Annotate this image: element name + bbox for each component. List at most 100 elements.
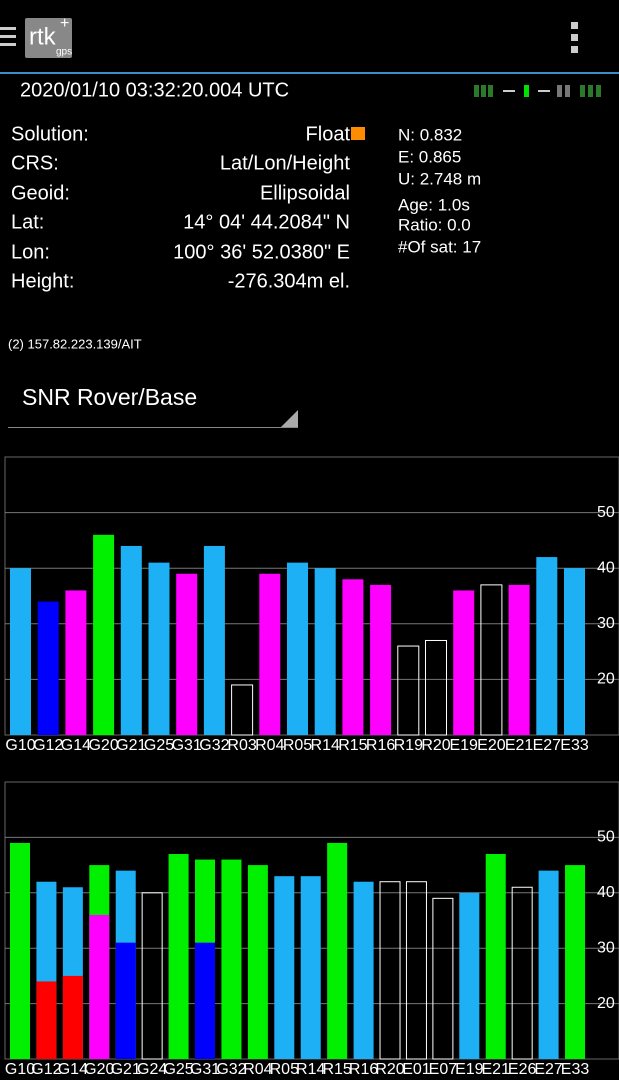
- field-label: CRS:: [11, 152, 59, 174]
- logo-box: [25, 18, 72, 58]
- field-value: Ellipsoidal: [260, 182, 350, 204]
- bar: [115, 942, 136, 1059]
- y-tick-label: 20: [597, 671, 615, 688]
- selector[interactable]: SNR Rover/Base: [8, 384, 298, 428]
- field-value: Lat/Lon/Height: [220, 152, 351, 174]
- x-tick-label: G12: [33, 737, 63, 754]
- bar: [148, 562, 170, 735]
- x-tick-label: R16: [366, 737, 395, 754]
- x-tick-label: E26: [508, 1061, 537, 1078]
- bar: [485, 854, 506, 1059]
- connection: (2) 157.82.223.139/AIT: [8, 336, 142, 351]
- x-tick-label: E01: [402, 1061, 431, 1078]
- solution-status: [351, 127, 365, 140]
- x-tick-label: G20: [88, 737, 118, 754]
- bar: [120, 545, 142, 735]
- x-tick-label: G21: [111, 1061, 141, 1078]
- arrow: [503, 90, 515, 92]
- bar: [231, 684, 254, 736]
- field-label: Geoid:: [11, 182, 70, 204]
- ind: [588, 85, 593, 97]
- bar: [37, 601, 59, 735]
- bar: [405, 881, 427, 1060]
- bar: [432, 897, 454, 1060]
- x-tick-label: R19: [394, 737, 423, 754]
- x-tick-label: R20: [421, 737, 450, 754]
- y-tick-label: 30: [597, 615, 615, 632]
- selector-label: SNR Rover/Base: [22, 384, 197, 410]
- selector-arrow: [281, 410, 298, 427]
- x-tick-label: G21: [116, 737, 146, 754]
- bar: [453, 590, 475, 735]
- bar: [480, 584, 503, 736]
- dot: [571, 34, 578, 41]
- x-tick-label: E20: [477, 737, 506, 754]
- overflow-menu[interactable]: [571, 22, 578, 53]
- ind: [596, 85, 601, 97]
- bar: [141, 892, 163, 1060]
- ind: [580, 85, 585, 97]
- bar: [10, 842, 30, 1059]
- stat: Age: 1.0s: [398, 195, 470, 214]
- bar: [314, 568, 336, 735]
- bar: [536, 557, 558, 735]
- stat: E: 0.865: [398, 147, 461, 166]
- x-tick-label: E21: [505, 737, 534, 754]
- x-tick-label: R15: [322, 1061, 351, 1078]
- x-tick-label: G24: [137, 1061, 167, 1078]
- field-label: Solution:: [11, 123, 89, 145]
- bar: [168, 854, 189, 1059]
- bar: [327, 842, 348, 1059]
- bar: [379, 881, 401, 1060]
- x-tick-label: E33: [561, 1061, 590, 1078]
- field-value: -276.304m el.: [228, 270, 350, 292]
- bar: [195, 942, 216, 1059]
- menu-bar: [0, 43, 16, 46]
- bar: [508, 584, 530, 735]
- field-value: Float: [306, 123, 351, 145]
- x-tick-label: R04: [255, 737, 284, 754]
- bar: [565, 865, 586, 1059]
- x-tick-label: G32: [216, 1061, 246, 1078]
- bar: [89, 914, 110, 1059]
- x-tick-label: R04: [243, 1061, 272, 1078]
- x-tick-label: R14: [311, 737, 340, 754]
- bar: [93, 534, 115, 735]
- ind: [474, 85, 479, 97]
- logo: rtk: [29, 23, 57, 50]
- x-tick-label: G14: [58, 1061, 88, 1078]
- bar: [342, 579, 364, 735]
- logo-sub: gps: [56, 47, 72, 58]
- bar: [65, 590, 87, 735]
- x-tick-label: G25: [163, 1061, 193, 1078]
- chart-frame: [4, 456, 619, 736]
- x-tick-label: R05: [283, 737, 312, 754]
- bar: [459, 892, 480, 1059]
- bar: [62, 975, 83, 1059]
- x-tick-label: G10: [5, 737, 35, 754]
- field-value: 100° 36' 52.0380" E: [173, 241, 350, 263]
- bar: [287, 562, 308, 735]
- stat: Ratio: 0.0: [398, 215, 471, 234]
- ind: [481, 85, 486, 97]
- ind: [557, 85, 562, 97]
- x-tick-label: E07: [429, 1061, 458, 1078]
- x-tick-label: G12: [31, 1061, 61, 1078]
- y-tick-label: 30: [597, 939, 615, 956]
- bar: [370, 584, 392, 735]
- toolbar-divider: [0, 72, 619, 74]
- selector-underline: [8, 427, 298, 428]
- x-tick-label: E19: [449, 737, 478, 754]
- bar: [511, 886, 533, 1060]
- stat: N: 0.832: [398, 125, 462, 144]
- ind: [565, 85, 570, 97]
- x-tick-label: G10: [5, 1061, 35, 1078]
- y-tick-label: 40: [597, 559, 615, 576]
- bar: [564, 568, 585, 735]
- field-value: 14° 04' 44.2084" N: [183, 211, 350, 233]
- x-tick-label: G20: [84, 1061, 114, 1078]
- menu-button[interactable]: [0, 27, 16, 46]
- x-tick-label: R03: [227, 737, 256, 754]
- x-tick-label: R15: [338, 737, 367, 754]
- field-label: Height:: [11, 270, 74, 292]
